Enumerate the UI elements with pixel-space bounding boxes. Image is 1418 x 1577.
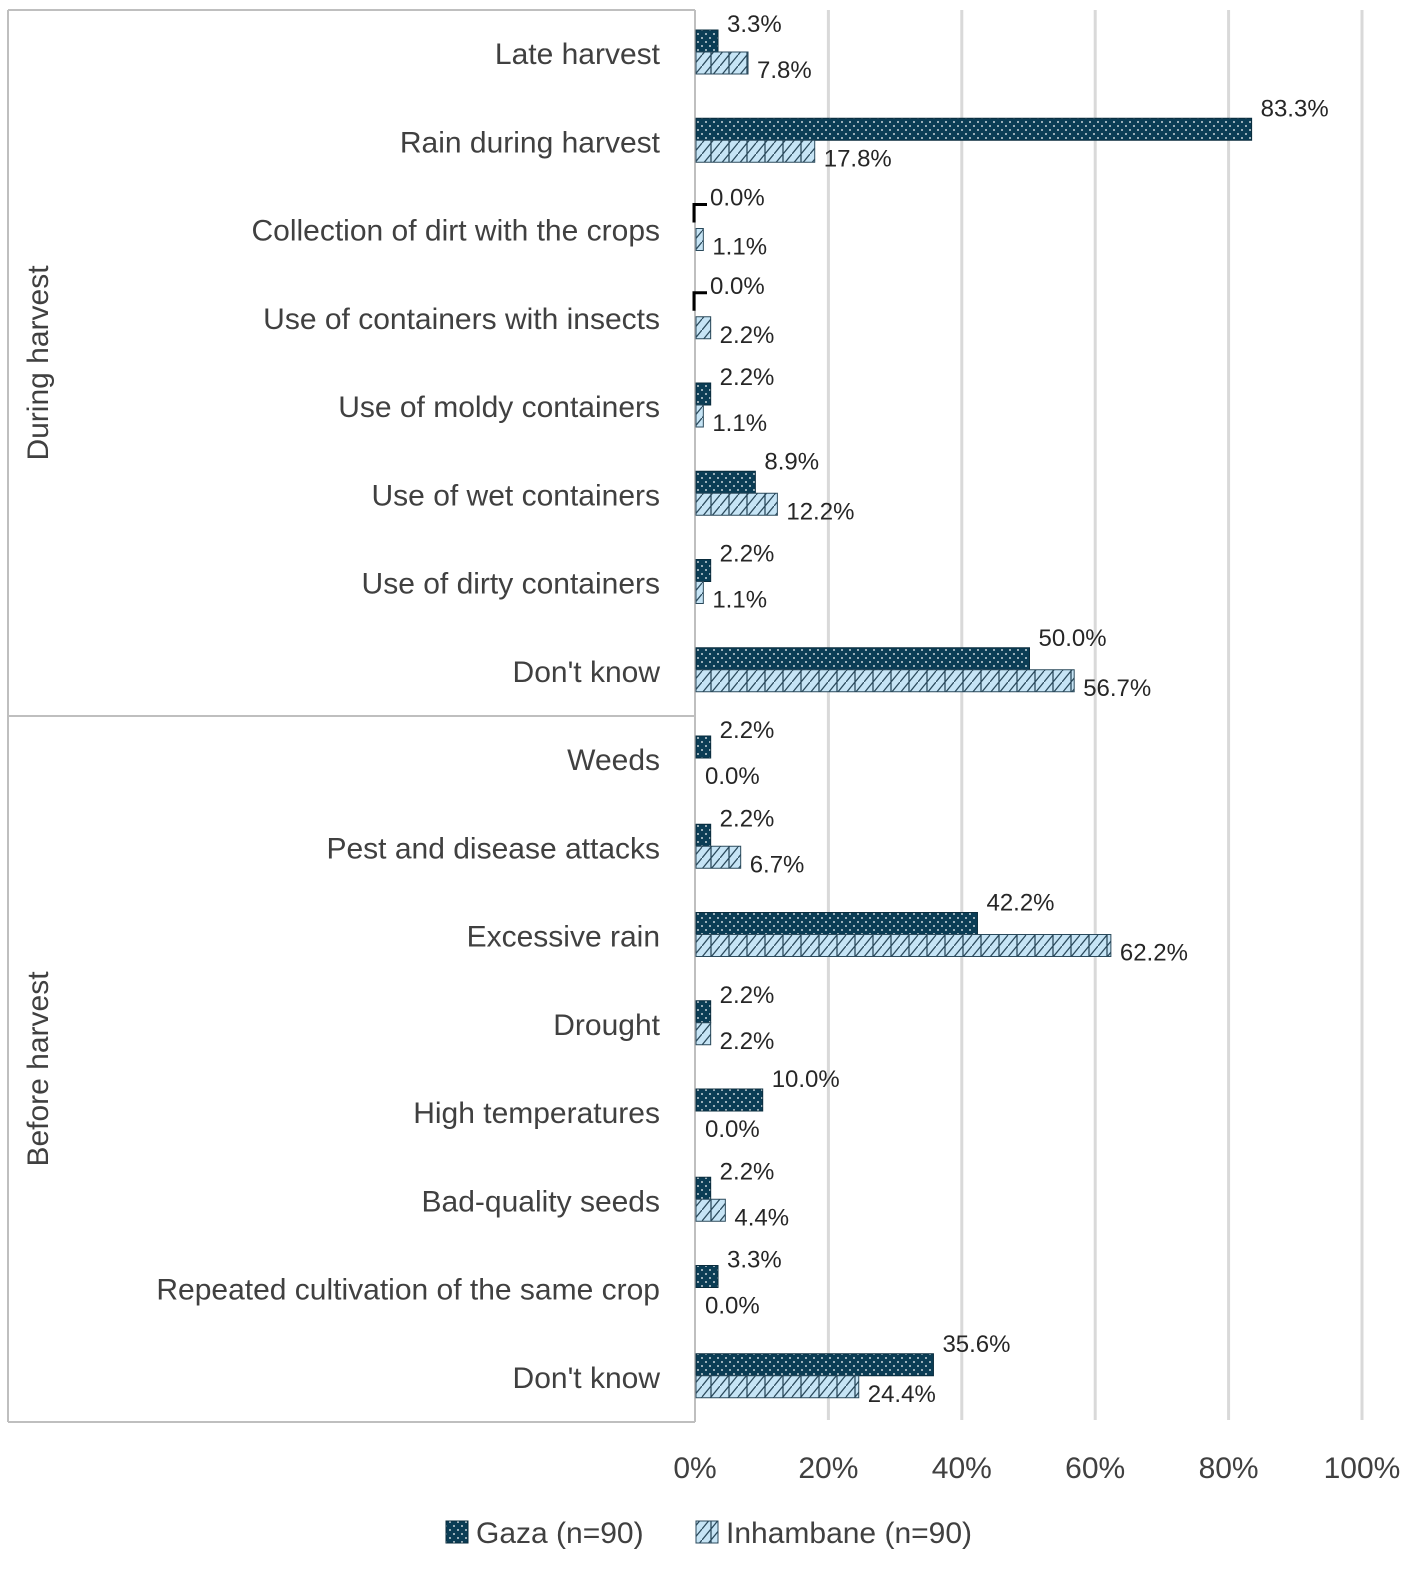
data-label-inhambane: 2.2% (720, 1028, 775, 1055)
category-label: Use of dirty containers (362, 568, 660, 601)
data-label-gaza: 2.2% (720, 805, 775, 832)
bar-gaza (695, 1000, 712, 1024)
category-label: High temperatures (413, 1097, 660, 1130)
category-label: Use of containers with insects (263, 303, 660, 336)
bar-gaza (695, 382, 712, 406)
data-label-inhambane: 12.2% (786, 498, 854, 525)
bar-inhambane (695, 669, 1075, 693)
category-label: Drought (553, 1009, 660, 1042)
data-label-gaza: 2.2% (720, 364, 775, 391)
data-label-gaza: 8.9% (764, 448, 819, 475)
data-label-inhambane: 0.0% (705, 763, 760, 790)
data-label-inhambane: 4.4% (734, 1204, 789, 1231)
legend-swatch-inhambane (695, 1520, 719, 1544)
bar-inhambane (695, 845, 742, 869)
bar-inhambane (695, 934, 1112, 957)
data-label-inhambane: 7.8% (757, 57, 812, 84)
bar-layer (692, 29, 1253, 1399)
category-label: Collection of dirt with the crops (251, 215, 660, 248)
frame-layer (7, 9, 696, 1423)
bar-inhambane (695, 228, 704, 251)
data-label-gaza: 2.2% (720, 541, 775, 568)
legend-label-inhambane: Inhambane (n=90) (726, 1517, 972, 1550)
bar-inhambane (695, 51, 749, 75)
data-label-inhambane: 1.1% (712, 234, 767, 261)
data-label-gaza: 0.0% (710, 185, 765, 212)
category-label: Weeds (567, 744, 660, 777)
zero-leader-line (692, 203, 707, 223)
data-label-inhambane: 1.1% (712, 410, 767, 437)
data-label-inhambane: 24.4% (868, 1381, 936, 1408)
data-label-gaza: 2.2% (720, 1158, 775, 1185)
zero-leader-line (692, 291, 707, 311)
legend-swatch-gaza (445, 1520, 469, 1544)
legend: Gaza (n=90) Inhambane (n=90) (445, 1517, 972, 1550)
x-tick-label: 100% (1324, 1452, 1401, 1485)
bar-inhambane (695, 1022, 712, 1046)
grid-layer (826, 10, 1364, 1420)
bar-gaza (695, 29, 719, 53)
bar-gaza (695, 735, 712, 759)
bar-inhambane (695, 1198, 726, 1222)
data-label-gaza: 10.0% (772, 1066, 840, 1093)
data-label-gaza: 3.3% (727, 1247, 782, 1274)
category-label: Late harvest (495, 38, 661, 71)
bar-gaza (695, 647, 1030, 671)
x-tick-label: 60% (1065, 1452, 1125, 1485)
bar-inhambane (695, 1375, 860, 1399)
bar-gaza (695, 470, 756, 494)
data-label-inhambane: 6.7% (750, 851, 805, 878)
bar-inhambane (695, 581, 704, 604)
data-label-gaza: 3.3% (727, 11, 782, 38)
data-label-inhambane: 2.2% (720, 322, 775, 349)
data-label-gaza: 2.2% (720, 717, 775, 744)
group-label-before-harvest: Before harvest (22, 971, 55, 1167)
data-label-inhambane: 0.0% (705, 1116, 760, 1143)
data-label-gaza: 83.3% (1261, 95, 1329, 122)
bar-gaza (695, 1088, 764, 1112)
x-tick-label: 20% (798, 1452, 858, 1485)
bar-gaza (695, 559, 712, 582)
data-label-gaza: 35.6% (942, 1331, 1010, 1358)
data-label-inhambane: 1.1% (712, 587, 767, 614)
group-label-during-harvest: During harvest (22, 265, 55, 461)
bar-inhambane (695, 492, 778, 516)
data-label-gaza: 50.0% (1039, 625, 1107, 652)
data-label-gaza: 2.2% (720, 982, 775, 1009)
category-label: Repeated cultivation of the same crop (156, 1274, 660, 1307)
bar-inhambane (695, 316, 712, 340)
category-label: Pest and disease attacks (326, 832, 660, 865)
data-label-inhambane: 56.7% (1083, 675, 1151, 702)
bar-gaza (695, 1353, 934, 1377)
category-label: Don't know (513, 1362, 661, 1395)
x-tick-label: 0% (673, 1452, 716, 1485)
category-label: Bad-quality seeds (422, 1185, 660, 1218)
category-label: Rain during harvest (400, 126, 661, 159)
category-label: Use of moldy containers (338, 391, 660, 424)
category-label: Don't know (513, 656, 661, 689)
category-label: Excessive rain (467, 921, 660, 954)
data-label-gaza: 0.0% (710, 273, 765, 300)
bar-gaza (695, 117, 1253, 141)
legend-label-gaza: Gaza (n=90) (476, 1517, 644, 1550)
bar-inhambane (695, 404, 704, 428)
label-layer: 0% 20% 40% 60% 80% 100% During harvest Late har… (22, 11, 1400, 1485)
x-tick-label: 80% (1199, 1452, 1259, 1485)
data-label-inhambane: 62.2% (1120, 940, 1188, 967)
data-label-gaza: 42.2% (986, 890, 1054, 917)
category-label: Use of wet containers (372, 479, 660, 512)
data-label-inhambane: 17.8% (824, 145, 892, 172)
x-tick-label: 40% (932, 1452, 992, 1485)
bar-gaza (695, 1176, 712, 1200)
bar-inhambane (695, 139, 816, 163)
bar-gaza (695, 823, 712, 847)
bar-gaza (695, 912, 978, 935)
data-label-inhambane: 0.0% (705, 1293, 760, 1320)
bar-gaza (695, 1265, 719, 1288)
